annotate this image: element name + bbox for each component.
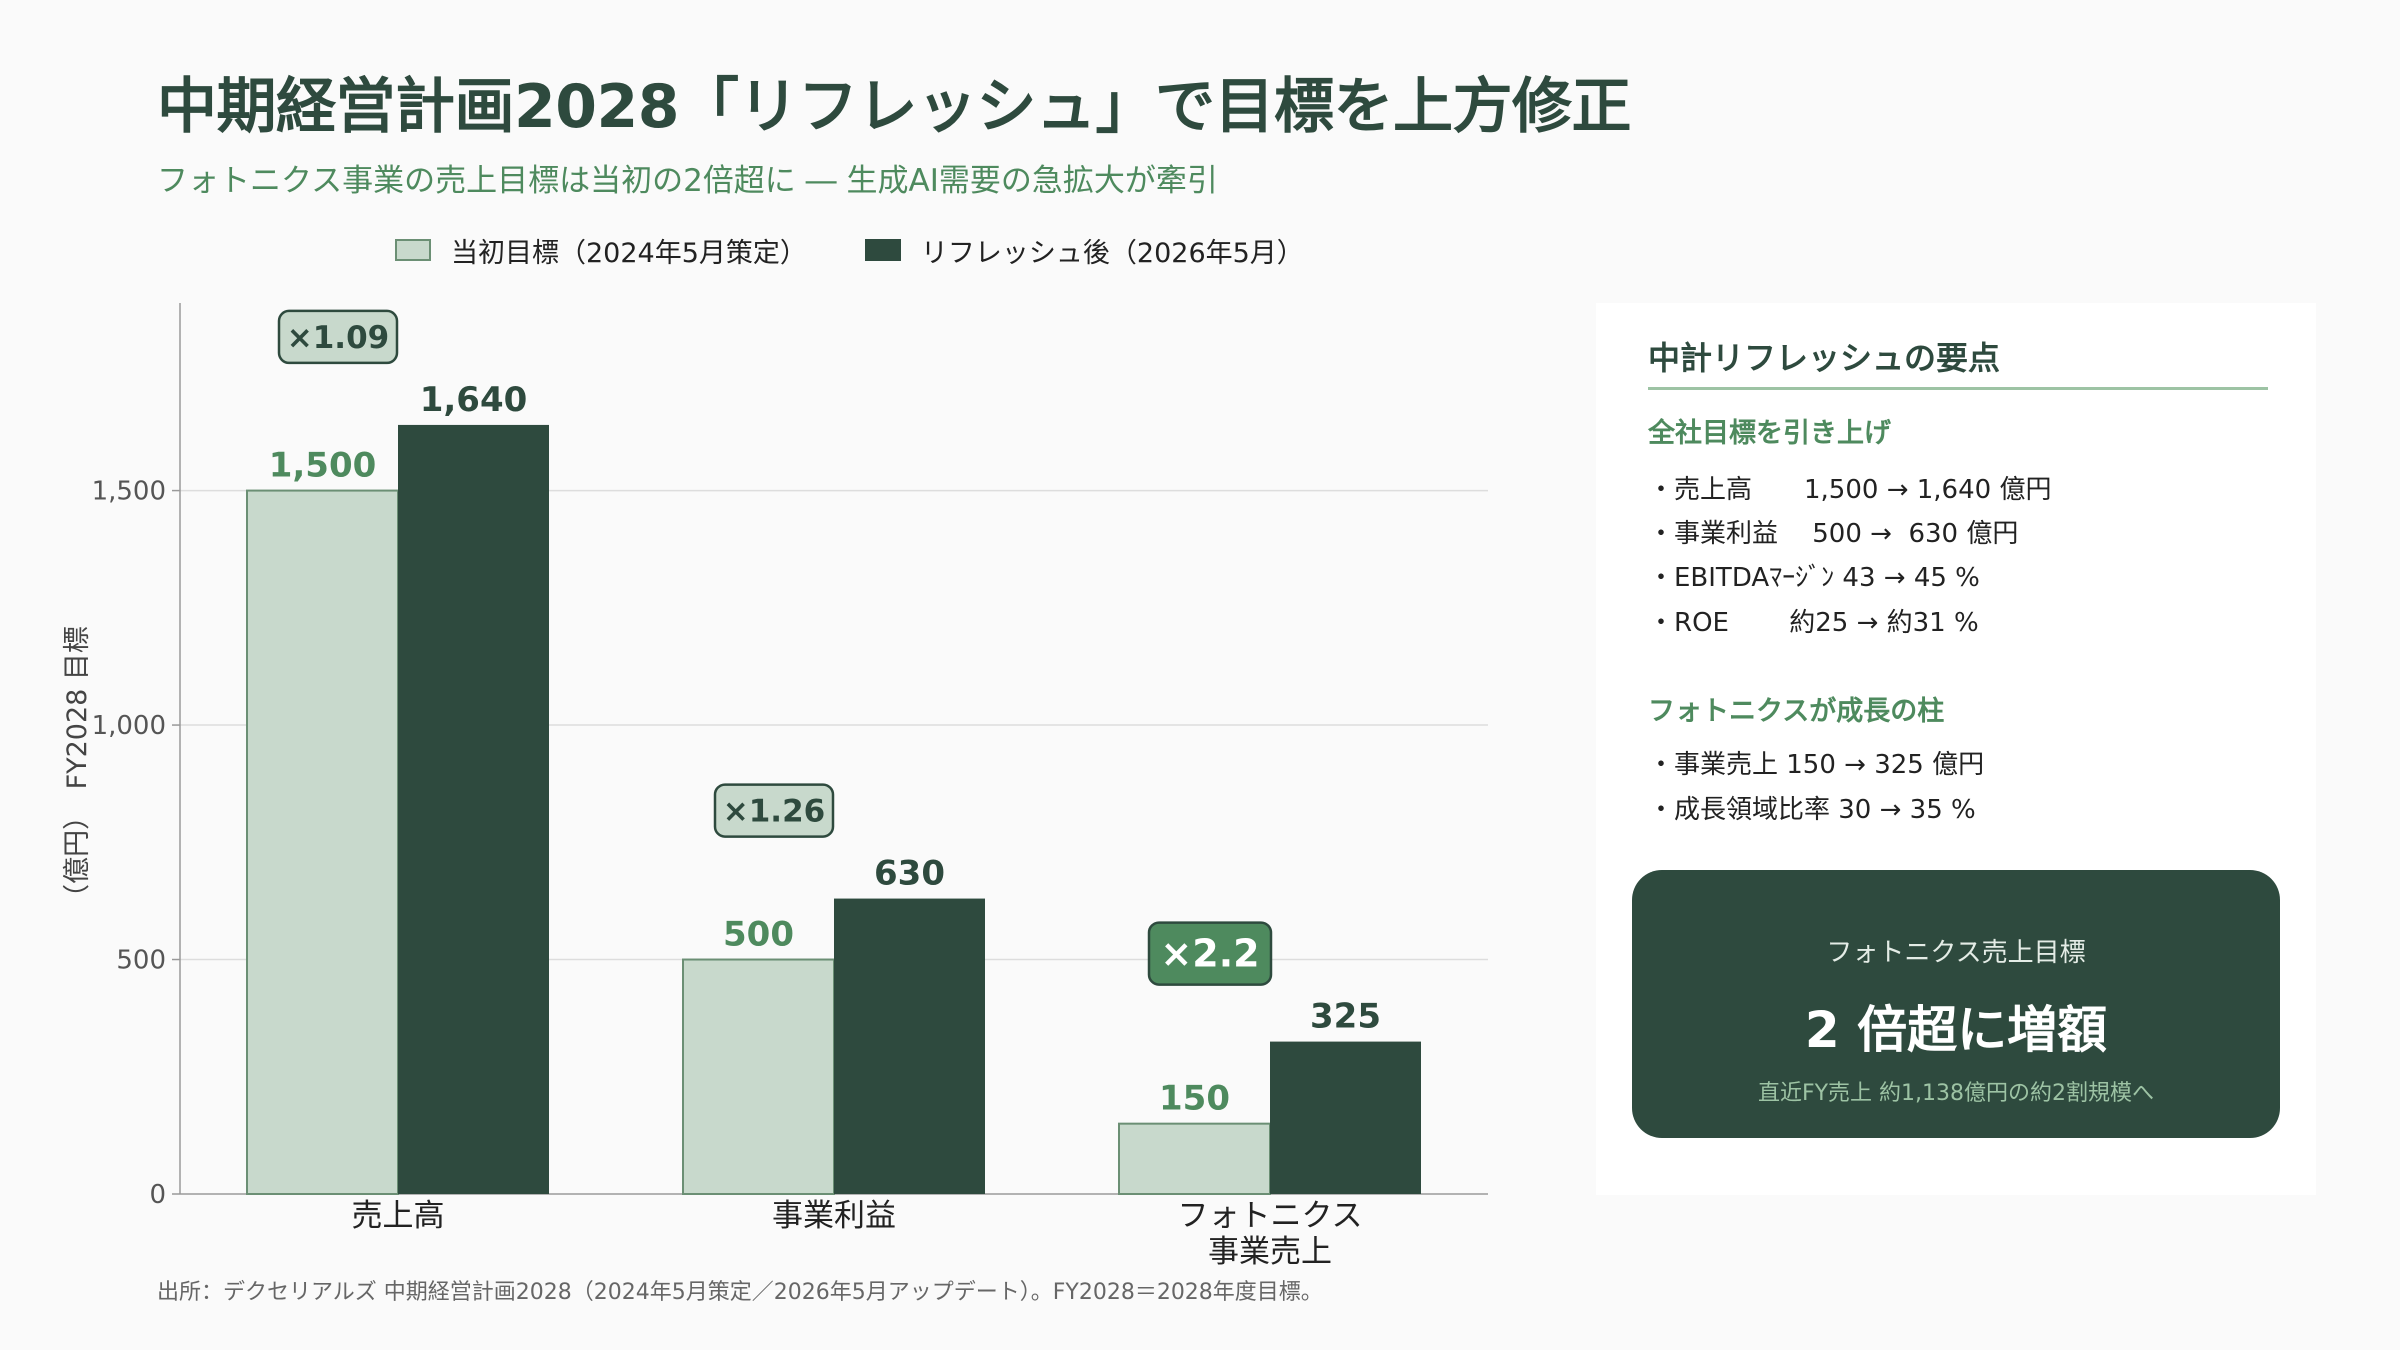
- bar-refresh: [1270, 1041, 1421, 1194]
- bar-chart: 0 500 1,000 1,500 （億円） FY2028 目標 1,500 1,640 ×1…: [62, 303, 1488, 1270]
- bar-refresh: [398, 424, 549, 1194]
- value-label-initial: 500: [723, 915, 794, 955]
- category-label: 事業利益: [772, 1198, 896, 1234]
- legend-label-initial: 当初目標（2024年5月策定）: [451, 237, 807, 269]
- y-tick-label: 500: [116, 946, 166, 976]
- callout-note: 直近FY売上 約1,138億円の約2割規模へ: [1757, 1081, 2155, 1106]
- y-tick-label: 1,000: [92, 711, 166, 741]
- legend-swatch-refresh: [864, 239, 901, 261]
- bar-refresh: [834, 898, 985, 1194]
- point-item: ・成長領域比率 30 → 35 %: [1648, 795, 1976, 825]
- point-item: ・EBITDAﾏｰｼﾞﾝ 43 → 45 %: [1648, 563, 1980, 593]
- photonics-callout: フォトニクス売上目標 2 倍超に増額 直近FY売上 約1,138億円の約2割規模…: [1632, 870, 2280, 1138]
- multiplier-label: ×2.2: [1160, 932, 1259, 976]
- section-title-photonics: フォトニクスが成長の柱: [1648, 696, 1945, 727]
- y-axis-label: （億円） FY2028 目標: [62, 626, 93, 911]
- point-item: ・ROE 約25 → 約31 %: [1648, 608, 1979, 638]
- page-title: 中期経営計画2028「リフレッシュ」で目標を上方修正: [157, 72, 1632, 142]
- value-label-initial: 150: [1159, 1079, 1230, 1119]
- page-subtitle: フォトニクス事業の売上目標は当初の2倍超に ― 生成AI需要の急拡大が牽引: [157, 163, 1218, 199]
- value-label-refresh: 630: [874, 854, 945, 894]
- legend-label-refresh: リフレッシュ後（2026年5月）: [920, 237, 1304, 269]
- value-label-refresh: 1,640: [420, 380, 528, 420]
- bar-initial: [1118, 1122, 1271, 1195]
- value-label-initial: 1,500: [269, 446, 377, 486]
- source-note: 出所：デクセリアルズ 中期経営計画2028（2024年5月策定／2026年5月ア…: [157, 1280, 1323, 1305]
- multiplier-label: ×1.26: [723, 794, 825, 830]
- multiplier-badge: [713, 783, 835, 838]
- bar-initial: [246, 489, 399, 1196]
- y-tick-label: 0: [149, 1180, 166, 1210]
- point-item: ・売上高 1,500 → 1,640 億円: [1648, 475, 2052, 505]
- callout-label: フォトニクス売上目標: [1826, 938, 2086, 968]
- bar-initial: [682, 958, 835, 1195]
- chart-legend: 当初目標（2024年5月策定） リフレッシュ後（2026年5月）: [395, 232, 1304, 269]
- multiplier-label: ×1.09: [287, 320, 389, 356]
- point-item: ・事業利益 500 → 630 億円: [1648, 519, 2019, 549]
- category-label: 事業売上: [1208, 1234, 1332, 1270]
- panel-title: 中計リフレッシュの要点: [1648, 339, 2001, 377]
- category-label: フォトニクス: [1177, 1198, 1362, 1234]
- value-label-refresh: 325: [1310, 997, 1381, 1037]
- legend-swatch-initial: [395, 239, 431, 261]
- multiplier-badge: [1147, 921, 1273, 986]
- category-label: 売上高: [352, 1198, 445, 1234]
- callout-headline: 2 倍超に増額: [1804, 1001, 2108, 1059]
- section-title-company-targets: 全社目標を引き上げ: [1648, 418, 1891, 449]
- key-points-panel: 中計リフレッシュの要点 全社目標を引き上げ ・売上高 1,500 → 1,640…: [1596, 303, 2316, 1195]
- panel-divider: [1648, 387, 2268, 390]
- multiplier-badge: [277, 309, 399, 365]
- y-tick-label: 1,500: [92, 477, 166, 507]
- point-item: ・事業売上 150 → 325 億円: [1648, 750, 1985, 780]
